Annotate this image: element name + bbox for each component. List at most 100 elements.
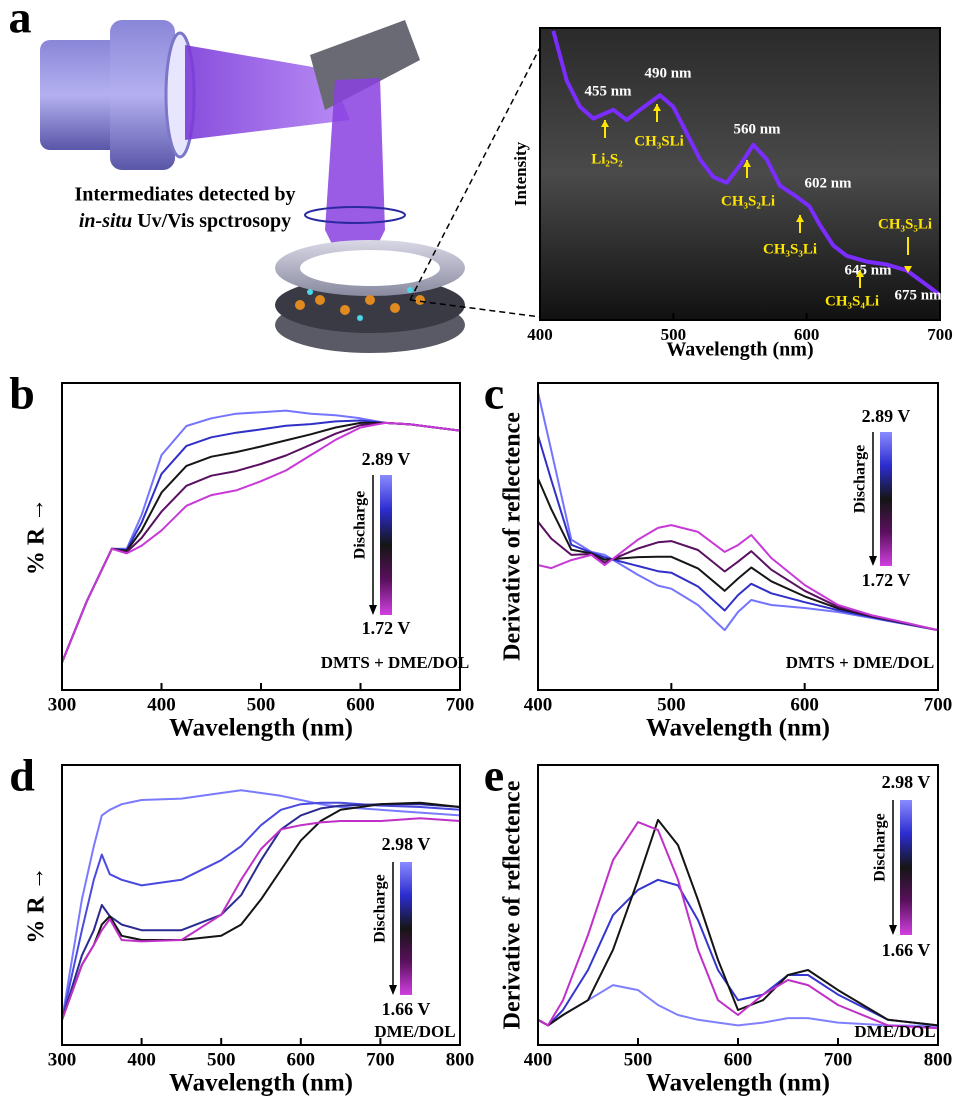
colorbar — [880, 432, 892, 566]
spectrum-line — [551, 30, 940, 297]
colorbar-title: Discharge — [852, 445, 869, 513]
aperture — [304, 206, 406, 224]
spectrum-line — [538, 984, 938, 1027]
x-tick-label: 700 — [924, 694, 953, 715]
x-tick-label: 600 — [794, 325, 820, 344]
annotation: DME/DOL — [374, 1022, 455, 1041]
panel-letter: c — [484, 368, 504, 419]
discharge-arrowhead — [889, 925, 897, 935]
annotation: DMTS + DME/DOL — [321, 653, 470, 672]
plot-frame — [537, 382, 939, 691]
peak-label: 560 nm — [733, 121, 781, 137]
colorbar-top-label: 2.89 V — [862, 406, 911, 426]
spectrum-line — [62, 803, 460, 1021]
annotation: DMTS + DME/DOL — [786, 653, 935, 672]
x-tick-label: 600 — [790, 694, 819, 715]
x-tick-label: 500 — [247, 694, 276, 715]
species-label: CH₃S₄Li — [825, 293, 879, 309]
plot-frame — [537, 764, 939, 1046]
peak-label: 455 nm — [584, 83, 632, 99]
spectrum-line — [62, 801, 460, 1021]
spectrum-line — [538, 521, 938, 632]
x-tick-label: 600 — [287, 1049, 316, 1070]
colorbar — [900, 800, 912, 935]
y-axis-title: Derivative of reflectence — [500, 780, 526, 1029]
peak-label: 675 nm — [894, 287, 942, 303]
peak-label: 602 nm — [804, 175, 852, 191]
x-tick-label: 700 — [446, 694, 475, 715]
colorbar-title: Discharge — [872, 813, 889, 881]
panel-letter: a — [9, 0, 32, 43]
x-tick-label: 700 — [927, 325, 953, 344]
caption-italic: in-situ — [79, 210, 132, 232]
colorbar-top-label: 2.98 V — [382, 834, 431, 854]
caption: in-situ Uv/Vis spctrosopy — [79, 210, 291, 232]
spectrum-line — [62, 817, 460, 1021]
spectrum-line — [538, 818, 938, 1027]
cell-window — [300, 250, 440, 286]
lamp-flange — [110, 20, 175, 170]
plot-background — [540, 28, 940, 320]
x-tick-label: 600 — [346, 694, 375, 715]
panel-letter: e — [484, 750, 504, 801]
x-axis-title: Wavelength (nm) — [646, 1070, 830, 1097]
caption: Intermediates detected by — [74, 184, 295, 206]
x-tick-label: 600 — [724, 1049, 753, 1070]
x-tick-label: 400 — [524, 694, 553, 715]
spectrum-line — [538, 435, 938, 632]
peak-label: 490 nm — [644, 65, 692, 81]
species-label: CH₃S₃Li — [763, 241, 817, 257]
plot-frame — [61, 764, 461, 1046]
colorbar-title: Discharge — [372, 874, 389, 942]
spectrum-line — [538, 878, 938, 1027]
y-axis-title: Intensity — [511, 141, 530, 206]
colorbar — [380, 475, 392, 615]
caption-rest: Uv/Vis spctrosopy — [137, 210, 291, 232]
panel-letter: d — [9, 750, 35, 801]
plot-frame — [61, 382, 461, 691]
beam-horizontal — [185, 45, 350, 140]
x-axis-title: Wavelength (nm) — [169, 1070, 353, 1097]
zoom-line — [409, 299, 549, 319]
spectrum-line — [538, 524, 938, 632]
x-axis-title: Wavelength (nm) — [169, 715, 353, 742]
pointer-head — [601, 120, 609, 127]
lamp-body — [40, 40, 120, 150]
colorbar-bottom-label: 1.66 V — [382, 999, 431, 1019]
pointer-head — [856, 270, 864, 277]
pointer-head — [653, 104, 661, 111]
zoom-line — [409, 31, 549, 301]
x-tick-label: 500 — [207, 1049, 236, 1070]
x-axis-title: Wavelength (nm) — [646, 715, 830, 742]
peak-label: 645 nm — [844, 262, 892, 278]
species-label: Li₂S₂ — [591, 151, 623, 167]
x-tick-label: 300 — [48, 694, 77, 715]
pointer-head — [796, 215, 804, 222]
x-tick-label: 500 — [624, 1049, 653, 1070]
discharge-arrowhead — [369, 605, 377, 615]
colorbar-title: Discharge — [352, 491, 369, 559]
colorbar-top-label: 2.98 V — [882, 772, 931, 792]
x-tick-label: 400 — [524, 1049, 553, 1070]
spectrum-line — [62, 421, 460, 663]
species-label: CH₃SLi — [634, 133, 684, 149]
x-tick-label: 400 — [147, 694, 176, 715]
spectrum-line — [538, 821, 938, 1030]
colorbar-bottom-label: 1.72 V — [862, 570, 911, 590]
annotation: DME/DOL — [854, 1022, 935, 1041]
pointer-head — [904, 266, 912, 273]
colorbar-top-label: 2.89 V — [362, 449, 411, 469]
x-tick-label: 700 — [824, 1049, 853, 1070]
illustration: Intermediates detected by in-situ Uv/Vis … — [40, 20, 549, 353]
y-axis-title: % R → — [24, 498, 50, 575]
plot-frame — [539, 27, 941, 321]
discharge-arrowhead — [389, 985, 397, 995]
molecules — [295, 295, 425, 315]
x-axis-title: Wavelength (nm) — [666, 339, 813, 361]
x-tick-label: 500 — [661, 325, 687, 344]
pointer-head — [743, 160, 751, 167]
colorbar-bottom-label: 1.72 V — [362, 618, 411, 638]
x-tick-label: 700 — [366, 1049, 395, 1070]
